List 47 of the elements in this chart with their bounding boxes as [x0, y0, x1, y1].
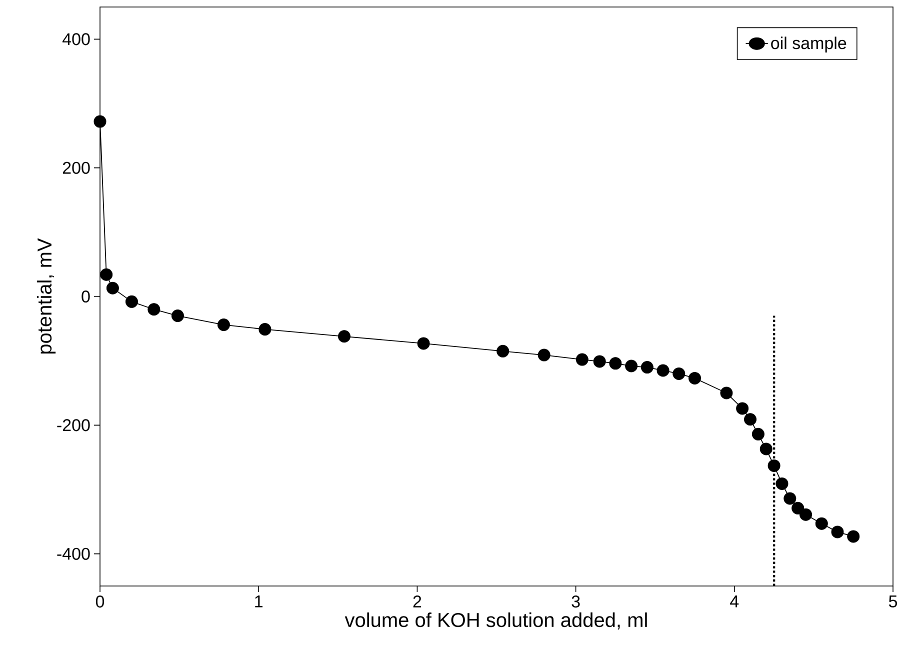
point [815, 517, 828, 530]
x-tick-label: 3 [572, 596, 580, 608]
point [792, 502, 804, 514]
y-tick-label: -400 [57, 548, 90, 560]
point [831, 526, 844, 538]
point [625, 360, 638, 372]
point [688, 372, 702, 384]
x-tick-label: 5 [888, 596, 898, 608]
point [576, 353, 588, 366]
point [847, 530, 860, 543]
x-tick-label: 2 [413, 596, 422, 608]
point [94, 115, 106, 128]
y-tick-label: 200 [62, 162, 90, 174]
legend-label: oil sample [771, 36, 846, 53]
point [760, 442, 772, 456]
point [776, 477, 788, 490]
point [672, 367, 686, 380]
point [171, 310, 184, 322]
point [106, 282, 119, 294]
point [125, 295, 138, 308]
point [784, 492, 796, 505]
point [640, 361, 654, 374]
point [217, 318, 230, 332]
y-tick-label: 400 [62, 33, 90, 46]
point [736, 402, 749, 415]
point [656, 364, 670, 377]
point [752, 428, 764, 440]
point [609, 357, 622, 370]
y-axis-title: potential, mV [36, 238, 56, 354]
point [768, 459, 780, 472]
point [720, 386, 733, 400]
point [744, 413, 757, 426]
point [593, 355, 606, 368]
x-tick-label: 1 [255, 596, 262, 608]
point [100, 268, 113, 281]
point [496, 344, 510, 358]
x-tick-label: 0 [96, 596, 104, 608]
x-axis-title: volume of KOH solution added, ml [344, 612, 647, 630]
y-tick-label: -200 [57, 419, 90, 432]
point [800, 508, 812, 521]
x-tick-label: 4 [730, 596, 739, 608]
point [258, 323, 272, 336]
point [538, 348, 550, 362]
point [338, 330, 350, 343]
point [417, 337, 430, 350]
point [148, 303, 160, 316]
y-tick-label: 0 [82, 290, 90, 303]
